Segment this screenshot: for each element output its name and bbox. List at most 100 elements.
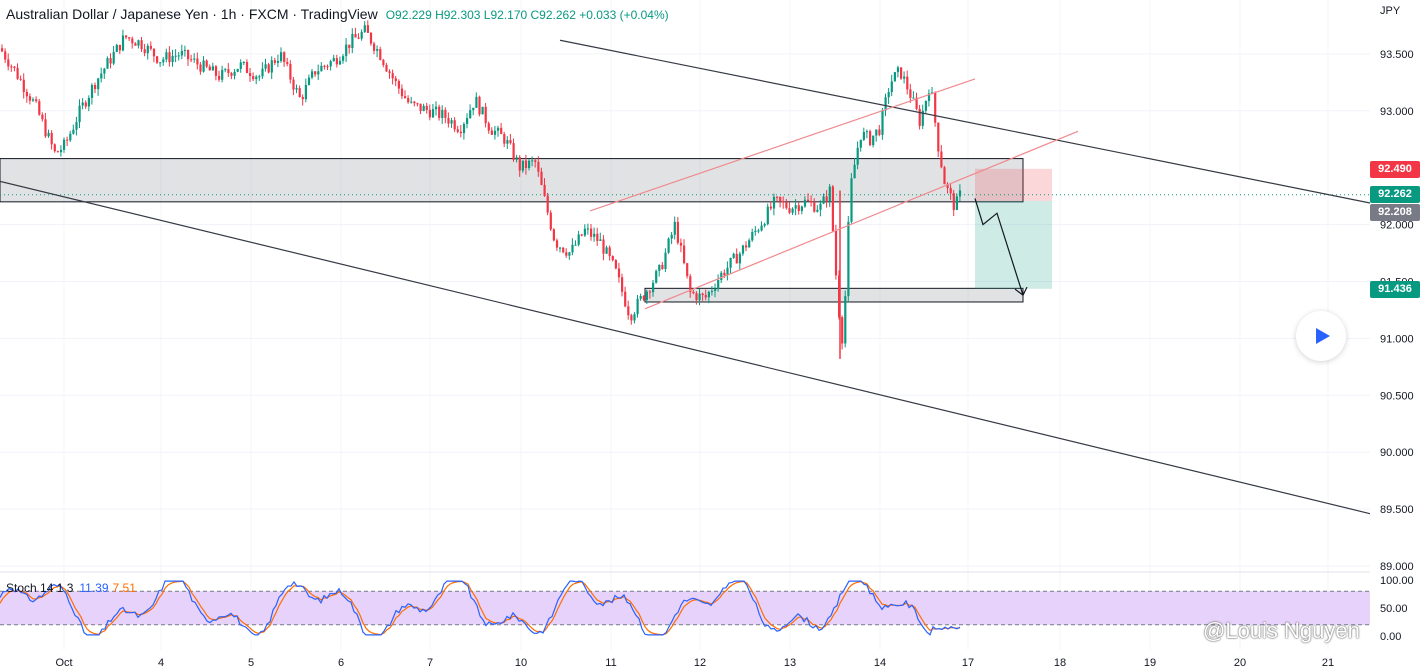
candle-body bbox=[44, 119, 47, 137]
candle-body bbox=[450, 120, 453, 124]
candle-body bbox=[199, 64, 202, 72]
candle-body bbox=[202, 60, 205, 72]
candle-body bbox=[422, 105, 425, 112]
candle-body bbox=[890, 81, 893, 93]
candle-body bbox=[307, 77, 311, 85]
candle-body bbox=[317, 71, 320, 75]
candle-body bbox=[304, 84, 307, 100]
candle-body bbox=[441, 109, 444, 118]
candle-body bbox=[366, 25, 369, 33]
candle-body bbox=[772, 196, 776, 209]
candle-body bbox=[850, 178, 853, 222]
candle-body bbox=[177, 55, 180, 57]
candle-body bbox=[652, 282, 655, 293]
candle-body bbox=[125, 35, 128, 38]
time-tick-label: 11 bbox=[605, 657, 616, 669]
candle-body bbox=[633, 314, 636, 321]
candle-body bbox=[187, 49, 190, 60]
candle-body bbox=[360, 31, 363, 39]
candle-body bbox=[497, 127, 500, 131]
candle-body bbox=[239, 62, 242, 69]
candle-body bbox=[853, 164, 856, 179]
candle-body bbox=[32, 99, 35, 101]
symbol-title[interactable]: Australian Dollar / Japanese Yen · 1h · … bbox=[6, 6, 378, 22]
stoch-legend[interactable]: Stoch 14 1 3 11.39 7.51 bbox=[6, 581, 136, 595]
candle-body bbox=[283, 52, 286, 63]
candle-body bbox=[332, 58, 335, 62]
candle-body bbox=[828, 186, 831, 202]
candle-body bbox=[884, 97, 887, 111]
candle-body bbox=[931, 92, 934, 94]
candle-body bbox=[323, 65, 326, 67]
price-tick-label: 90.000 bbox=[1380, 447, 1414, 459]
candle-body bbox=[230, 73, 233, 76]
candle-body bbox=[797, 205, 800, 211]
candle-body bbox=[599, 239, 602, 241]
candle-body bbox=[227, 69, 230, 74]
resistance-zone bbox=[0, 158, 1024, 203]
candle-body bbox=[943, 167, 946, 185]
price-tick-label: 89.000 bbox=[1380, 561, 1414, 573]
candle-body bbox=[428, 109, 431, 118]
candle-body bbox=[735, 253, 738, 264]
candle-body bbox=[425, 105, 428, 110]
candle-body bbox=[549, 212, 552, 230]
candle-body bbox=[788, 208, 791, 213]
candle-body bbox=[676, 221, 679, 243]
candle-body bbox=[472, 107, 475, 111]
candle-body bbox=[407, 98, 410, 103]
candle-body bbox=[565, 252, 568, 256]
candle-body bbox=[596, 233, 599, 241]
candle-body bbox=[369, 32, 373, 44]
candle-body bbox=[338, 60, 342, 65]
candle-body bbox=[385, 65, 388, 72]
candle-body bbox=[819, 203, 822, 210]
candle-body bbox=[670, 234, 673, 239]
candle-body bbox=[261, 68, 264, 77]
candle-body bbox=[100, 73, 103, 79]
candle-body bbox=[875, 129, 878, 136]
candle-body bbox=[915, 97, 918, 109]
candle-body bbox=[831, 186, 834, 231]
candle-body bbox=[757, 230, 760, 232]
candle-body bbox=[320, 65, 323, 72]
candle-body bbox=[280, 52, 283, 61]
candle-body bbox=[19, 78, 22, 80]
candle-body bbox=[211, 66, 214, 71]
candle-body bbox=[50, 132, 53, 145]
price-tick-label: 90.500 bbox=[1380, 390, 1414, 402]
candle-body bbox=[38, 101, 41, 115]
candle-body bbox=[751, 232, 754, 241]
time-tick-label: 4 bbox=[158, 657, 164, 669]
candle-body bbox=[701, 293, 704, 296]
candle-body bbox=[456, 129, 459, 132]
play-replay-button[interactable] bbox=[1296, 311, 1346, 361]
candle-body bbox=[112, 51, 115, 64]
candle-body bbox=[410, 101, 413, 103]
candle-body bbox=[459, 131, 462, 134]
candle-body bbox=[233, 71, 236, 76]
time-axis[interactable]: Oct 4 5 6 7 10 11 12 13 14 17 18 19 20 21 bbox=[55, 657, 1334, 669]
candle-body bbox=[912, 97, 915, 99]
candle-body bbox=[958, 190, 962, 197]
grid bbox=[0, 0, 1370, 650]
candle-body bbox=[335, 58, 338, 65]
candle-body bbox=[4, 51, 7, 60]
candle-body bbox=[605, 247, 608, 254]
candle-body bbox=[205, 60, 208, 67]
candle-body bbox=[537, 161, 540, 172]
candle-body bbox=[723, 272, 726, 276]
candle-body bbox=[121, 35, 125, 51]
candle-body bbox=[218, 75, 221, 80]
candle-body bbox=[803, 199, 807, 207]
candle-body bbox=[621, 277, 624, 292]
candle-body bbox=[478, 96, 481, 115]
candle-body bbox=[645, 291, 648, 300]
candle-body bbox=[679, 242, 683, 246]
candle-body bbox=[66, 139, 69, 141]
candle-body bbox=[946, 184, 949, 189]
candle-body bbox=[301, 97, 304, 100]
rising-channel-lower-line bbox=[644, 130, 1079, 310]
